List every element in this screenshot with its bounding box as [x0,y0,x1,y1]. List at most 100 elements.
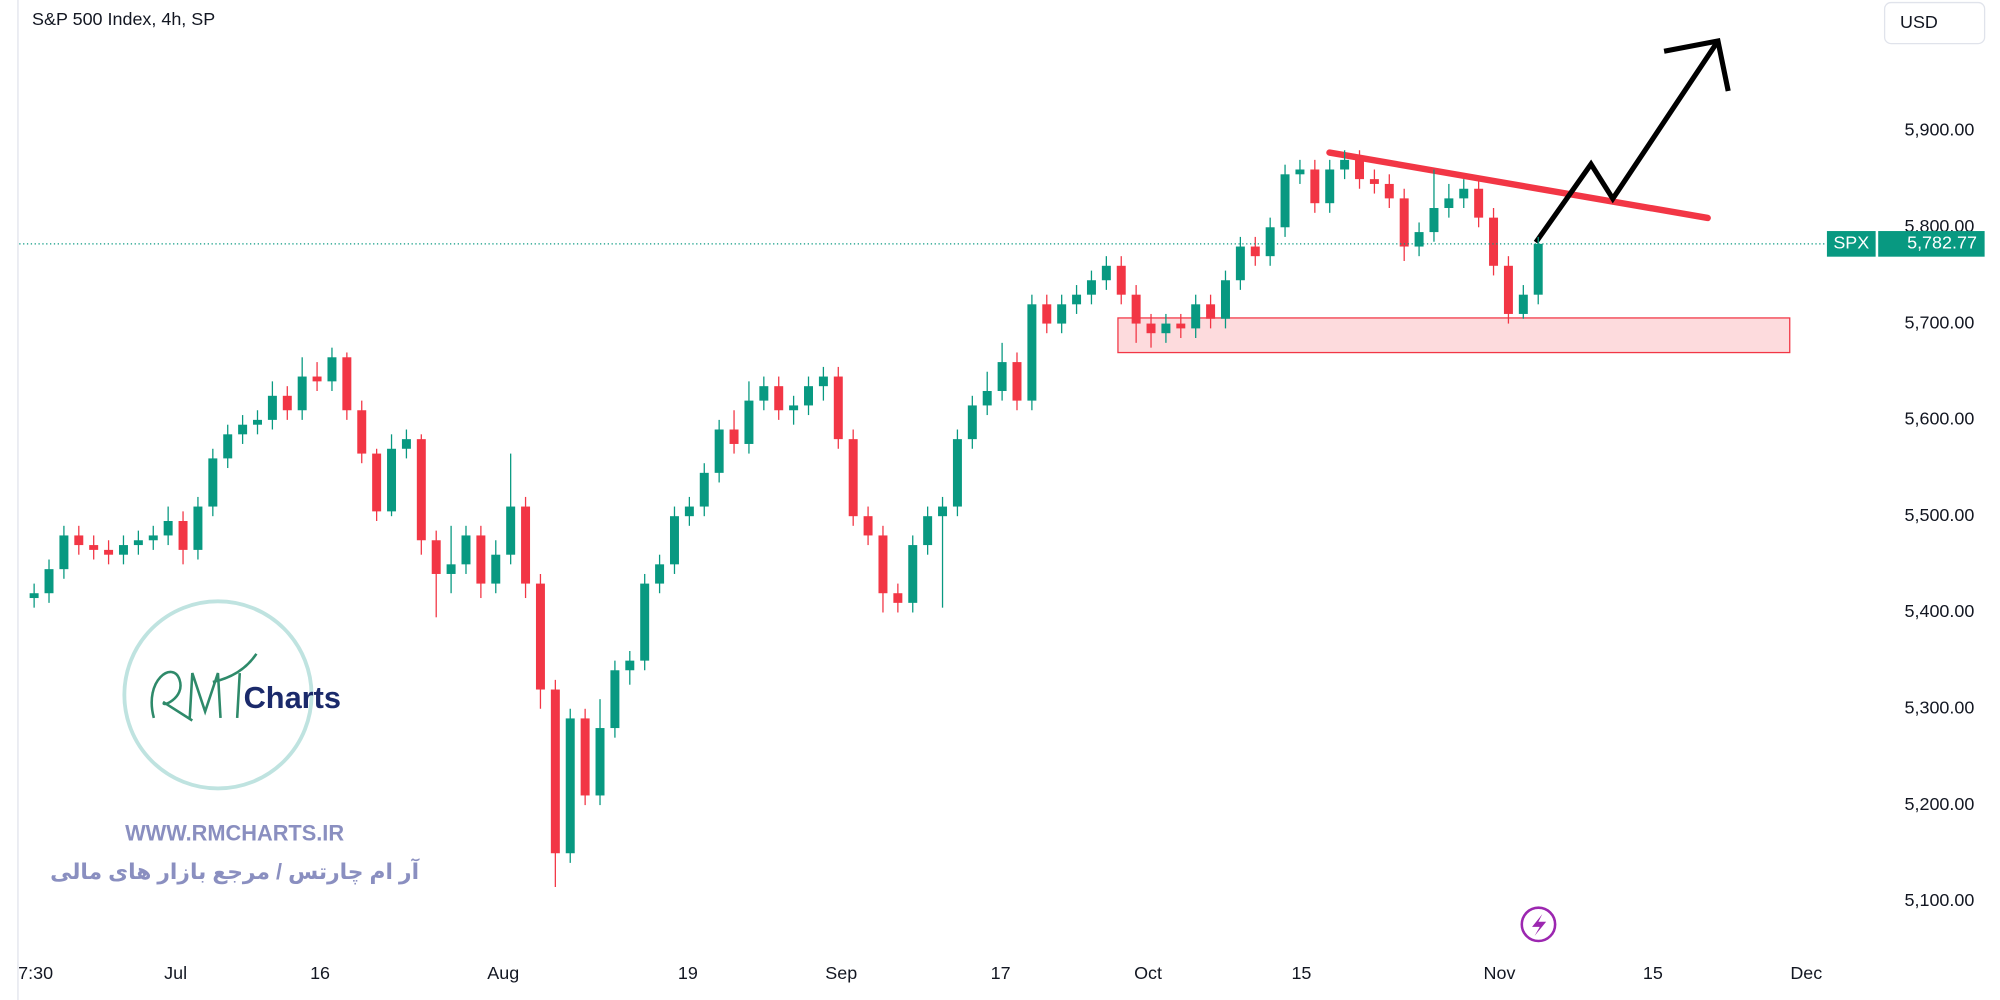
candle-body [312,376,322,382]
candle-body [1340,159,1350,170]
candle-body [1444,198,1454,209]
x-tick-label: Sep [825,963,857,983]
candle-body [848,439,858,517]
candle-body [208,458,218,507]
candle-body [357,410,367,454]
candle-body [506,506,516,555]
candle-body [714,429,724,473]
candle-body [1414,232,1424,247]
candle-body [565,718,575,854]
candle-body [1116,265,1126,295]
candle-body [163,520,173,536]
candle-body [863,516,873,536]
candle-body [1131,294,1141,324]
candle-body [938,506,948,517]
candle-body [521,506,531,584]
axes: 5,100.00 5,200.00 5,300.00 5,400.00 5,500.00… [18,120,1974,983]
chart-title: S&P 500 Index, 4h, SP [32,9,215,29]
candle-body [789,405,799,411]
candle-body [833,376,843,440]
candle-body [342,357,352,411]
candle-body [1325,169,1335,204]
candle-body [44,569,54,594]
candle-body [625,660,635,671]
candle-body [1310,169,1320,204]
candle-body [1459,188,1469,199]
candle-body [729,429,739,444]
watermark-tagline: آر ام چارتس / مرجع بازار های مالی [50,857,419,885]
candle-body [669,516,679,565]
candle-body [133,540,143,546]
x-tick-label: Aug [487,963,519,983]
candle-body [1355,159,1364,180]
candle-body [1161,323,1171,334]
arrow-head [1663,38,1731,92]
x-tick-label: 19 [678,963,698,983]
x-tick-label: Nov [1484,963,1516,983]
candle-body [446,564,456,574]
candle-body [997,362,1007,391]
candle-body [1176,323,1186,329]
candle-body [923,516,933,546]
candle-body [878,535,888,594]
symbol-label: SPX [1833,233,1869,253]
candle-body [1518,294,1528,314]
currency-button-box[interactable] [1883,1,1986,45]
candle-body [1220,280,1230,319]
drawings [1326,38,1731,244]
currency-button[interactable]: USD [1883,1,1986,45]
x-tick-label: 15 [1643,963,1663,983]
logo-mark [150,653,258,722]
candle-body [774,386,784,411]
candle-body [967,405,977,440]
candle-body [1280,174,1290,228]
y-tick-label: 5,700.00 [1905,312,1975,332]
candle-body [104,549,114,555]
candle-body [327,357,337,382]
candle-body [1369,179,1379,184]
candle-body [491,554,501,584]
candle-body [1474,188,1484,218]
y-tick-label: 5,900.00 [1905,120,1975,140]
candle-body [908,545,918,603]
candle-body [1533,243,1543,295]
candle-body [655,564,665,584]
candle-body [59,535,69,570]
last-price-badge [1878,231,1985,257]
candle-body [893,593,903,603]
candle-body [952,439,962,507]
currency-label[interactable]: USD [1900,12,1938,32]
x-tick-label: 15 [1291,963,1311,983]
alert-icon[interactable] [1520,906,1557,943]
candle-body [372,453,382,512]
candle-body [759,386,769,401]
candle-body [387,448,397,512]
candle-body [1042,304,1052,324]
x-tick-label: Dec [1790,963,1822,983]
alert-bolt[interactable] [1532,914,1547,936]
candle-body [1027,304,1037,401]
candle-body [297,376,307,411]
candle-body [476,535,486,584]
y-tick-label: 5,300.00 [1905,698,1975,718]
watermark: Charts WWW.RMCHARTS.IR آر ام چارتس / مرج… [50,599,420,885]
candle-body [1295,169,1305,175]
x-tick-label: Jul [164,963,187,983]
y-tick-label: 5,100.00 [1905,890,1975,910]
alert-circle[interactable] [1520,906,1557,943]
price-overlay: SPX 5,782.77 [19,231,1985,257]
candle-body [401,439,411,449]
candle-body [282,395,292,411]
candle-body [684,506,694,517]
candles [29,150,1543,887]
candle-body [416,439,426,541]
candle-body [580,718,590,796]
candle-body [1086,280,1096,295]
candle-body [610,670,620,729]
candle-body [1072,294,1082,305]
candle-body [744,400,754,444]
candle-body [74,535,84,546]
candle-body [267,395,277,420]
